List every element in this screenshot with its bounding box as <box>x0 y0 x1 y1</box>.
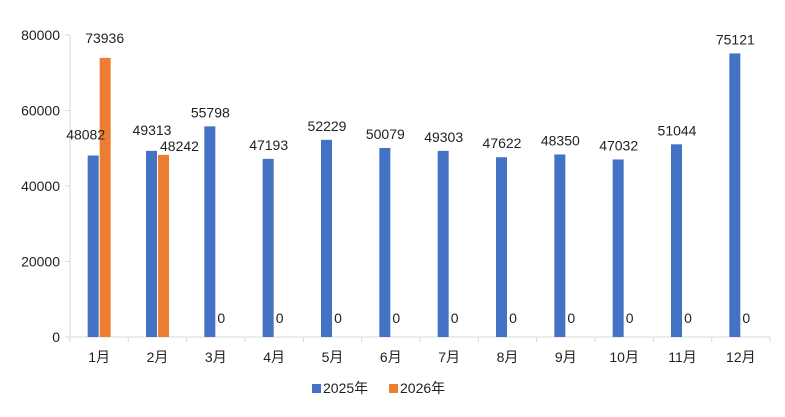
data-label-2025: 55798 <box>191 104 230 120</box>
x-tick-label: 1月 <box>88 349 110 365</box>
x-tick-label: 6月 <box>380 349 402 365</box>
data-label-2026: 0 <box>684 310 692 326</box>
data-label-2025: 48350 <box>541 132 580 148</box>
legend-item-2026: 2026年 <box>389 380 445 396</box>
bar-series-group <box>87 53 741 338</box>
data-label-2026: 0 <box>334 310 342 326</box>
x-tick-label: 8月 <box>497 349 519 365</box>
data-label-2026: 0 <box>509 310 517 326</box>
bar-2025 <box>87 155 99 337</box>
data-label-2025: 49313 <box>133 122 172 138</box>
y-tick-label: 20000 <box>21 254 60 270</box>
y-tick-label: 80000 <box>21 27 60 43</box>
data-label-2026: 0 <box>392 310 400 326</box>
data-label-2026: 73936 <box>85 30 124 46</box>
bar-2025 <box>729 53 741 338</box>
bar-2025 <box>204 126 216 337</box>
bar-2025 <box>146 150 157 337</box>
bar-2025 <box>262 158 274 337</box>
data-label-2025: 50079 <box>366 126 405 142</box>
bar-2025 <box>379 147 391 337</box>
data-label-2026: 0 <box>567 310 575 326</box>
x-tick-label: 9月 <box>555 349 577 365</box>
x-tick-label: 3月 <box>205 349 227 365</box>
y-tick-label: 60000 <box>21 103 60 119</box>
bar-2026 <box>99 57 111 337</box>
y-tick-label: 0 <box>52 329 60 345</box>
data-label-2026: 0 <box>742 310 750 326</box>
x-tick-label: 4月 <box>263 349 285 365</box>
data-label-2025: 52229 <box>308 118 347 134</box>
bar-2025 <box>554 154 566 337</box>
data-label-2026: 48242 <box>160 138 199 154</box>
x-tick-label: 11月 <box>668 349 697 365</box>
data-label-2026: 0 <box>217 310 225 326</box>
bar-2025 <box>496 157 507 337</box>
legend-label: 2025年 <box>323 380 368 396</box>
data-label-2025: 47622 <box>483 135 522 151</box>
x-tick-label: 10月 <box>609 349 639 365</box>
bar-2025 <box>321 139 332 337</box>
data-label-2026: 0 <box>626 310 634 326</box>
x-tick-label: 2月 <box>147 349 169 365</box>
data-label-2025: 47032 <box>599 137 638 153</box>
legend-label: 2026年 <box>400 380 445 396</box>
data-label-2025: 49303 <box>424 129 463 145</box>
legend-swatch <box>389 384 398 393</box>
bar-2026 <box>158 154 169 337</box>
bar-2025 <box>437 150 449 337</box>
data-label-2026: 0 <box>276 310 284 326</box>
data-label-2026: 0 <box>451 310 459 326</box>
data-label-2025: 48082 <box>66 126 105 142</box>
legend-item-2025: 2025年 <box>312 380 368 396</box>
bar-2025 <box>671 144 682 337</box>
y-tick-label: 40000 <box>21 178 60 194</box>
y-axis: 0 20000 40000 60000 80000 <box>21 27 71 345</box>
bar-2025 <box>612 159 624 337</box>
x-tick-label: 12月 <box>726 349 756 365</box>
legend: 2025年 2026年 <box>312 380 445 396</box>
data-label-2025: 51044 <box>658 122 697 138</box>
x-axis: 1月 2月 3月 4月 5月 6月 7月 8月 9月 10月 11月 12月 <box>69 336 771 365</box>
data-label-2025: 47193 <box>249 137 288 153</box>
legend-swatch <box>312 384 321 393</box>
x-tick-label: 7月 <box>438 349 460 365</box>
data-label-2025: 75121 <box>716 31 755 47</box>
x-tick-label: 5月 <box>322 349 344 365</box>
